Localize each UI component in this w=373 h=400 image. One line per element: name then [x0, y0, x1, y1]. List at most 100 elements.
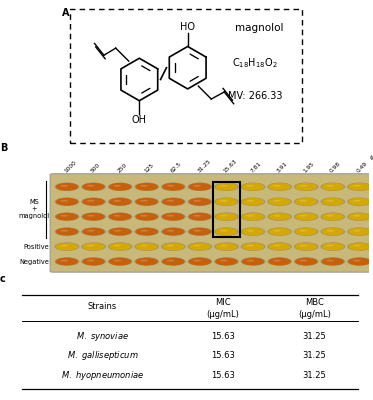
- Ellipse shape: [322, 258, 344, 266]
- Text: OH: OH: [132, 115, 147, 125]
- Ellipse shape: [60, 260, 68, 262]
- Ellipse shape: [348, 258, 370, 266]
- Ellipse shape: [320, 182, 345, 191]
- Ellipse shape: [269, 183, 291, 191]
- Ellipse shape: [220, 185, 228, 187]
- Ellipse shape: [161, 182, 186, 191]
- Ellipse shape: [108, 182, 132, 191]
- Ellipse shape: [273, 230, 281, 232]
- Text: 250: 250: [117, 162, 128, 174]
- Text: C$_{18}$H$_{18}$O$_2$: C$_{18}$H$_{18}$O$_2$: [232, 56, 278, 70]
- Ellipse shape: [320, 212, 345, 221]
- Ellipse shape: [81, 227, 106, 236]
- Ellipse shape: [322, 183, 344, 191]
- Ellipse shape: [242, 198, 264, 206]
- Ellipse shape: [295, 258, 317, 266]
- Ellipse shape: [273, 185, 281, 187]
- Ellipse shape: [81, 212, 106, 221]
- Ellipse shape: [56, 213, 78, 220]
- Ellipse shape: [326, 200, 334, 202]
- Ellipse shape: [215, 183, 238, 191]
- Ellipse shape: [113, 245, 121, 246]
- Text: 62.5: 62.5: [170, 161, 182, 174]
- Ellipse shape: [140, 185, 148, 187]
- Ellipse shape: [108, 242, 132, 251]
- Text: Strains: Strains: [88, 302, 117, 312]
- Ellipse shape: [295, 183, 317, 191]
- Ellipse shape: [241, 257, 265, 266]
- Ellipse shape: [267, 198, 292, 206]
- Ellipse shape: [188, 227, 212, 236]
- Ellipse shape: [87, 200, 95, 202]
- Text: 3.91: 3.91: [276, 161, 289, 174]
- Ellipse shape: [82, 258, 105, 266]
- Text: B: B: [0, 143, 7, 153]
- Ellipse shape: [326, 260, 334, 262]
- Ellipse shape: [353, 185, 361, 187]
- Ellipse shape: [326, 245, 334, 246]
- Ellipse shape: [108, 198, 132, 206]
- Ellipse shape: [113, 230, 121, 232]
- Ellipse shape: [267, 227, 292, 236]
- Ellipse shape: [109, 258, 131, 266]
- Ellipse shape: [273, 200, 281, 202]
- Ellipse shape: [109, 243, 131, 250]
- Ellipse shape: [220, 230, 228, 232]
- Ellipse shape: [82, 213, 105, 220]
- Text: A: A: [62, 8, 69, 18]
- Ellipse shape: [82, 198, 105, 206]
- Ellipse shape: [161, 242, 186, 251]
- Text: c: c: [0, 274, 6, 284]
- Ellipse shape: [300, 245, 307, 246]
- Text: 500: 500: [90, 162, 101, 174]
- Ellipse shape: [60, 185, 68, 187]
- Ellipse shape: [241, 227, 265, 236]
- Ellipse shape: [108, 257, 132, 266]
- Ellipse shape: [300, 260, 307, 262]
- Ellipse shape: [269, 213, 291, 220]
- Ellipse shape: [189, 228, 211, 236]
- Ellipse shape: [215, 213, 238, 220]
- Ellipse shape: [55, 212, 79, 221]
- Ellipse shape: [140, 245, 148, 246]
- Ellipse shape: [193, 245, 201, 246]
- Ellipse shape: [55, 242, 79, 251]
- Ellipse shape: [242, 228, 264, 236]
- Text: $\it{M.\ synoviae}$: $\it{M.\ synoviae}$: [76, 330, 129, 343]
- Ellipse shape: [140, 200, 148, 202]
- Ellipse shape: [161, 212, 186, 221]
- Ellipse shape: [87, 215, 95, 217]
- Ellipse shape: [269, 198, 291, 206]
- Ellipse shape: [113, 215, 121, 217]
- Ellipse shape: [348, 213, 370, 220]
- Ellipse shape: [242, 183, 264, 191]
- Text: 0.49: 0.49: [356, 161, 369, 174]
- Text: MS
+
magnolol: MS + magnolol: [18, 199, 49, 219]
- Text: MIC: MIC: [215, 298, 231, 307]
- Ellipse shape: [134, 182, 159, 191]
- Ellipse shape: [60, 230, 68, 232]
- FancyBboxPatch shape: [70, 9, 302, 143]
- Ellipse shape: [267, 257, 292, 266]
- Ellipse shape: [320, 242, 345, 251]
- Ellipse shape: [273, 245, 281, 246]
- Ellipse shape: [189, 243, 211, 250]
- Ellipse shape: [135, 183, 158, 191]
- Ellipse shape: [189, 183, 211, 191]
- Ellipse shape: [55, 182, 79, 191]
- Ellipse shape: [294, 198, 319, 206]
- Text: Negative: Negative: [19, 258, 49, 264]
- Ellipse shape: [347, 257, 372, 266]
- Ellipse shape: [348, 198, 370, 206]
- Ellipse shape: [193, 200, 201, 202]
- Ellipse shape: [300, 230, 307, 232]
- Ellipse shape: [81, 198, 106, 206]
- Ellipse shape: [353, 230, 361, 232]
- Ellipse shape: [135, 228, 158, 236]
- Ellipse shape: [81, 257, 106, 266]
- Ellipse shape: [220, 245, 228, 246]
- Ellipse shape: [135, 258, 158, 266]
- Ellipse shape: [347, 182, 372, 191]
- Ellipse shape: [214, 227, 239, 236]
- Ellipse shape: [167, 185, 175, 187]
